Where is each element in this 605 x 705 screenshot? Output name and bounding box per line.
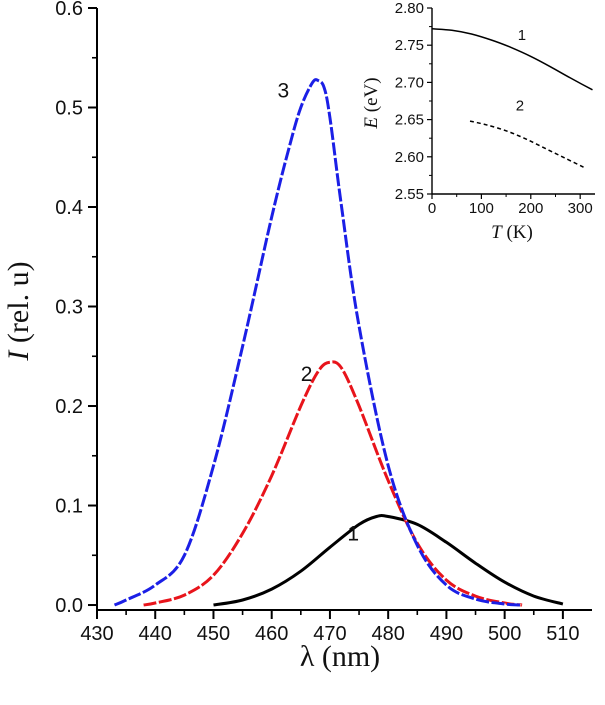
- main-y-axis-unit: (rel. u): [2, 261, 35, 350]
- main-y-tick-label: 0.4: [55, 197, 83, 219]
- inset-series-1-line: [431, 28, 593, 91]
- main-series-2-line: [143, 360, 523, 607]
- inset-plot: 0 100 200 300 2.552.602.652.702.752.80 12 T…: [361, 0, 595, 243]
- main-x-tick-label: 450: [197, 623, 230, 645]
- main-x-tick-label: 430: [80, 623, 113, 645]
- main-y-tick-label: 0.6: [55, 0, 83, 20]
- main-y-tick-label: 0.5: [55, 98, 83, 120]
- main-series-3-label: 3: [278, 80, 290, 103]
- inset-x-tick-label: 100: [469, 200, 494, 217]
- main-x-tick-label: 490: [430, 623, 463, 645]
- inset-x-tick-label: 200: [518, 200, 543, 217]
- main-x-tick-label: 500: [488, 623, 521, 645]
- inset-y-tick-label: 2.80: [395, 0, 424, 17]
- main-x-tick-label: 480: [371, 623, 404, 645]
- main-y-tick-label: 0.3: [55, 297, 83, 319]
- main-x-tick-label: 470: [313, 623, 346, 645]
- inset-x-axis-symbol: T: [491, 222, 503, 243]
- inset-y-axis-title: E (eV): [361, 77, 382, 129]
- main-y-ticks: 0.0 0.1 0.2 0.3 0.4 0.5 0.6: [55, 0, 97, 617]
- inset-y-axis-unit: (eV): [361, 77, 382, 117]
- inset-y-ticks: 2.55 2.60 2.65 2.70 2.75 2.80: [395, 0, 432, 203]
- inset-x-axis-unit: (K): [502, 222, 533, 243]
- main-y-tick-label: 0.0: [55, 595, 83, 617]
- inset-y-tick-label: 2.75: [395, 37, 424, 54]
- inset-x-ticks: 0 100 200 300: [428, 194, 593, 217]
- main-series: 1 2 3: [113, 78, 564, 607]
- inset-x-tick-label: 300: [568, 200, 593, 217]
- main-series-1-line: [213, 513, 564, 607]
- main-x-tick-label: 510: [546, 623, 579, 645]
- inset-y-tick-label: 2.60: [395, 149, 424, 166]
- inset-series: 12: [431, 27, 593, 169]
- inset-y-tick-label: 2.70: [395, 74, 424, 91]
- main-y-tick-label: 0.1: [55, 496, 83, 518]
- main-series-3-line: [113, 78, 523, 607]
- inset-y-tick-label: 2.55: [395, 186, 424, 203]
- main-y-axis-symbol: I: [2, 349, 35, 362]
- main-x-tick-label: 460: [255, 623, 288, 645]
- inset-series-2-line: [469, 120, 586, 169]
- inset-x-axis-title: T (K): [491, 222, 533, 243]
- main-x-axis-unit: (nm): [314, 640, 380, 673]
- main-x-tick-label: 440: [139, 623, 172, 645]
- main-x-ticks: 430 440 450 460 470 480 490 500 510: [80, 610, 580, 645]
- main-series-3-dots: [114, 79, 523, 606]
- inset-series-1-label: 1: [518, 27, 526, 44]
- main-x-axis-symbol: λ: [300, 640, 315, 673]
- inset-x-tick-label: 0: [428, 200, 436, 217]
- main-y-axis-title: I (rel. u): [2, 261, 35, 361]
- main-series-2-label: 2: [301, 363, 313, 386]
- main-plot: 430 440 450 460 470 480 490 500 510 0.0 0.1 0.2 0.3…: [2, 0, 592, 673]
- main-x-axis-title: λ (nm): [300, 640, 380, 673]
- inset-series-2-label: 2: [516, 98, 524, 115]
- inset-y-tick-label: 2.65: [395, 112, 424, 129]
- inset-y-axis-symbol: E: [361, 117, 382, 130]
- main-series-1-label: 1: [347, 522, 359, 545]
- main-y-tick-label: 0.2: [55, 396, 83, 418]
- main-series-2-dots: [143, 361, 523, 606]
